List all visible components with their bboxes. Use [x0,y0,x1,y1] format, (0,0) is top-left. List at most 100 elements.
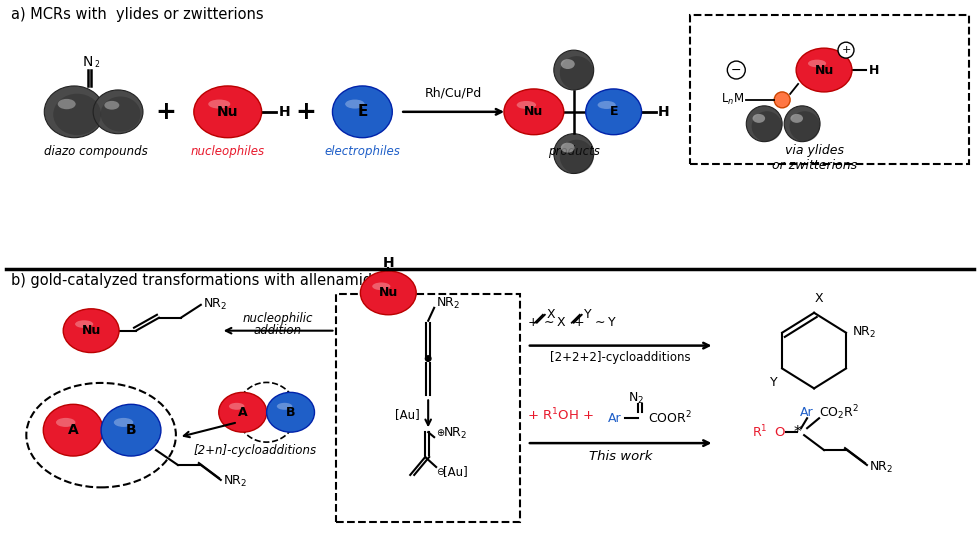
Ellipse shape [554,134,594,174]
Circle shape [424,355,431,362]
Ellipse shape [114,418,133,427]
Text: L$_n$M: L$_n$M [721,93,744,108]
Text: electrophiles: electrophiles [324,145,400,158]
Ellipse shape [101,404,161,456]
Text: −: − [731,63,742,76]
Text: nucleophiles: nucleophiles [191,145,265,158]
Text: B: B [286,406,295,419]
Text: R$^1$: R$^1$ [752,424,767,440]
Ellipse shape [53,94,101,135]
Ellipse shape [332,86,392,138]
Text: Nu: Nu [524,105,544,118]
Ellipse shape [93,90,143,134]
Text: Nu: Nu [217,105,238,119]
Ellipse shape [753,114,765,123]
Ellipse shape [267,392,315,432]
Text: b) gold-catalyzed transformations with allenamides: b) gold-catalyzed transformations with a… [12,273,389,288]
Ellipse shape [747,106,782,142]
Text: Rh/Cu/Pd: Rh/Cu/Pd [424,87,482,100]
Text: X: X [547,308,556,321]
Ellipse shape [209,100,230,109]
Text: COOR$^2$: COOR$^2$ [648,410,691,426]
Text: $\ominus$: $\ominus$ [436,466,445,478]
Ellipse shape [372,282,390,290]
Circle shape [838,42,854,58]
Text: products: products [548,145,600,158]
Ellipse shape [345,100,365,109]
Text: NR$_2$: NR$_2$ [869,459,893,474]
Ellipse shape [104,101,120,110]
Text: Nu: Nu [814,63,834,76]
Ellipse shape [586,89,642,135]
Ellipse shape [276,403,292,410]
Ellipse shape [194,86,262,138]
Circle shape [774,92,790,108]
Text: Y: Y [584,308,591,321]
Circle shape [727,61,745,79]
Ellipse shape [560,140,594,174]
Text: NR$_2$: NR$_2$ [203,297,227,312]
Text: H: H [382,256,394,270]
Text: $\oplus$: $\oplus$ [436,427,445,438]
Text: diazo compounds: diazo compounds [44,145,148,158]
Text: Nu: Nu [81,324,101,337]
Text: Ar: Ar [608,412,621,425]
Ellipse shape [560,56,594,90]
Ellipse shape [784,106,820,142]
Ellipse shape [56,418,75,427]
Text: NR$_2$: NR$_2$ [852,325,876,340]
Ellipse shape [58,99,75,109]
Ellipse shape [790,111,820,142]
Text: N$_2$: N$_2$ [627,391,644,406]
Ellipse shape [516,101,536,109]
Text: O: O [774,426,784,439]
Text: nucleophilic: nucleophilic [242,312,313,325]
Text: Nu: Nu [378,286,398,299]
Text: NR$_2$: NR$_2$ [436,296,461,312]
Ellipse shape [791,114,803,123]
Ellipse shape [75,320,93,328]
Text: N: N [83,55,93,69]
Ellipse shape [752,111,782,142]
Text: H: H [658,105,669,119]
Text: B: B [125,423,136,437]
Text: Ar: Ar [801,406,814,419]
Text: +: + [841,45,851,55]
Text: [Au]: [Au] [396,408,420,421]
FancyBboxPatch shape [691,15,968,163]
Ellipse shape [808,60,826,67]
Text: *: * [794,425,801,440]
Text: +: + [156,100,176,124]
Ellipse shape [44,86,104,138]
Ellipse shape [64,309,119,353]
Text: [2+n]-cycloadditions: [2+n]-cycloadditions [193,444,317,457]
Ellipse shape [219,392,267,432]
Text: E: E [357,104,368,120]
Text: NR$_2$: NR$_2$ [443,426,467,441]
Text: + R$^1$OH +: + R$^1$OH + [527,407,594,424]
Ellipse shape [561,59,574,69]
Text: E: E [610,105,618,118]
Text: [2+2+2]-cycloadditions: [2+2+2]-cycloadditions [551,351,691,364]
Ellipse shape [598,101,615,109]
Text: X: X [814,292,823,305]
Text: A: A [238,406,248,419]
Text: + $\mathdefault{\sim}$X  +  $\mathdefault{\sim}$Y: + $\mathdefault{\sim}$X + $\mathdefault{… [527,316,616,329]
Ellipse shape [361,271,416,315]
Text: A: A [68,423,78,437]
Ellipse shape [504,89,564,135]
Text: NR$_2$: NR$_2$ [222,474,247,490]
Text: $_2$: $_2$ [94,59,100,71]
Text: [Au]: [Au] [443,465,467,478]
Text: via ylides
or zwitterions: via ylides or zwitterions [771,144,857,171]
Text: addition: addition [254,324,302,337]
Ellipse shape [101,96,140,131]
Text: Y: Y [770,377,778,390]
Ellipse shape [229,403,244,410]
Ellipse shape [554,50,594,90]
Ellipse shape [43,404,103,456]
FancyBboxPatch shape [336,294,520,522]
Text: This work: This work [589,450,653,463]
Text: H: H [278,105,290,119]
Text: +: + [295,100,316,124]
